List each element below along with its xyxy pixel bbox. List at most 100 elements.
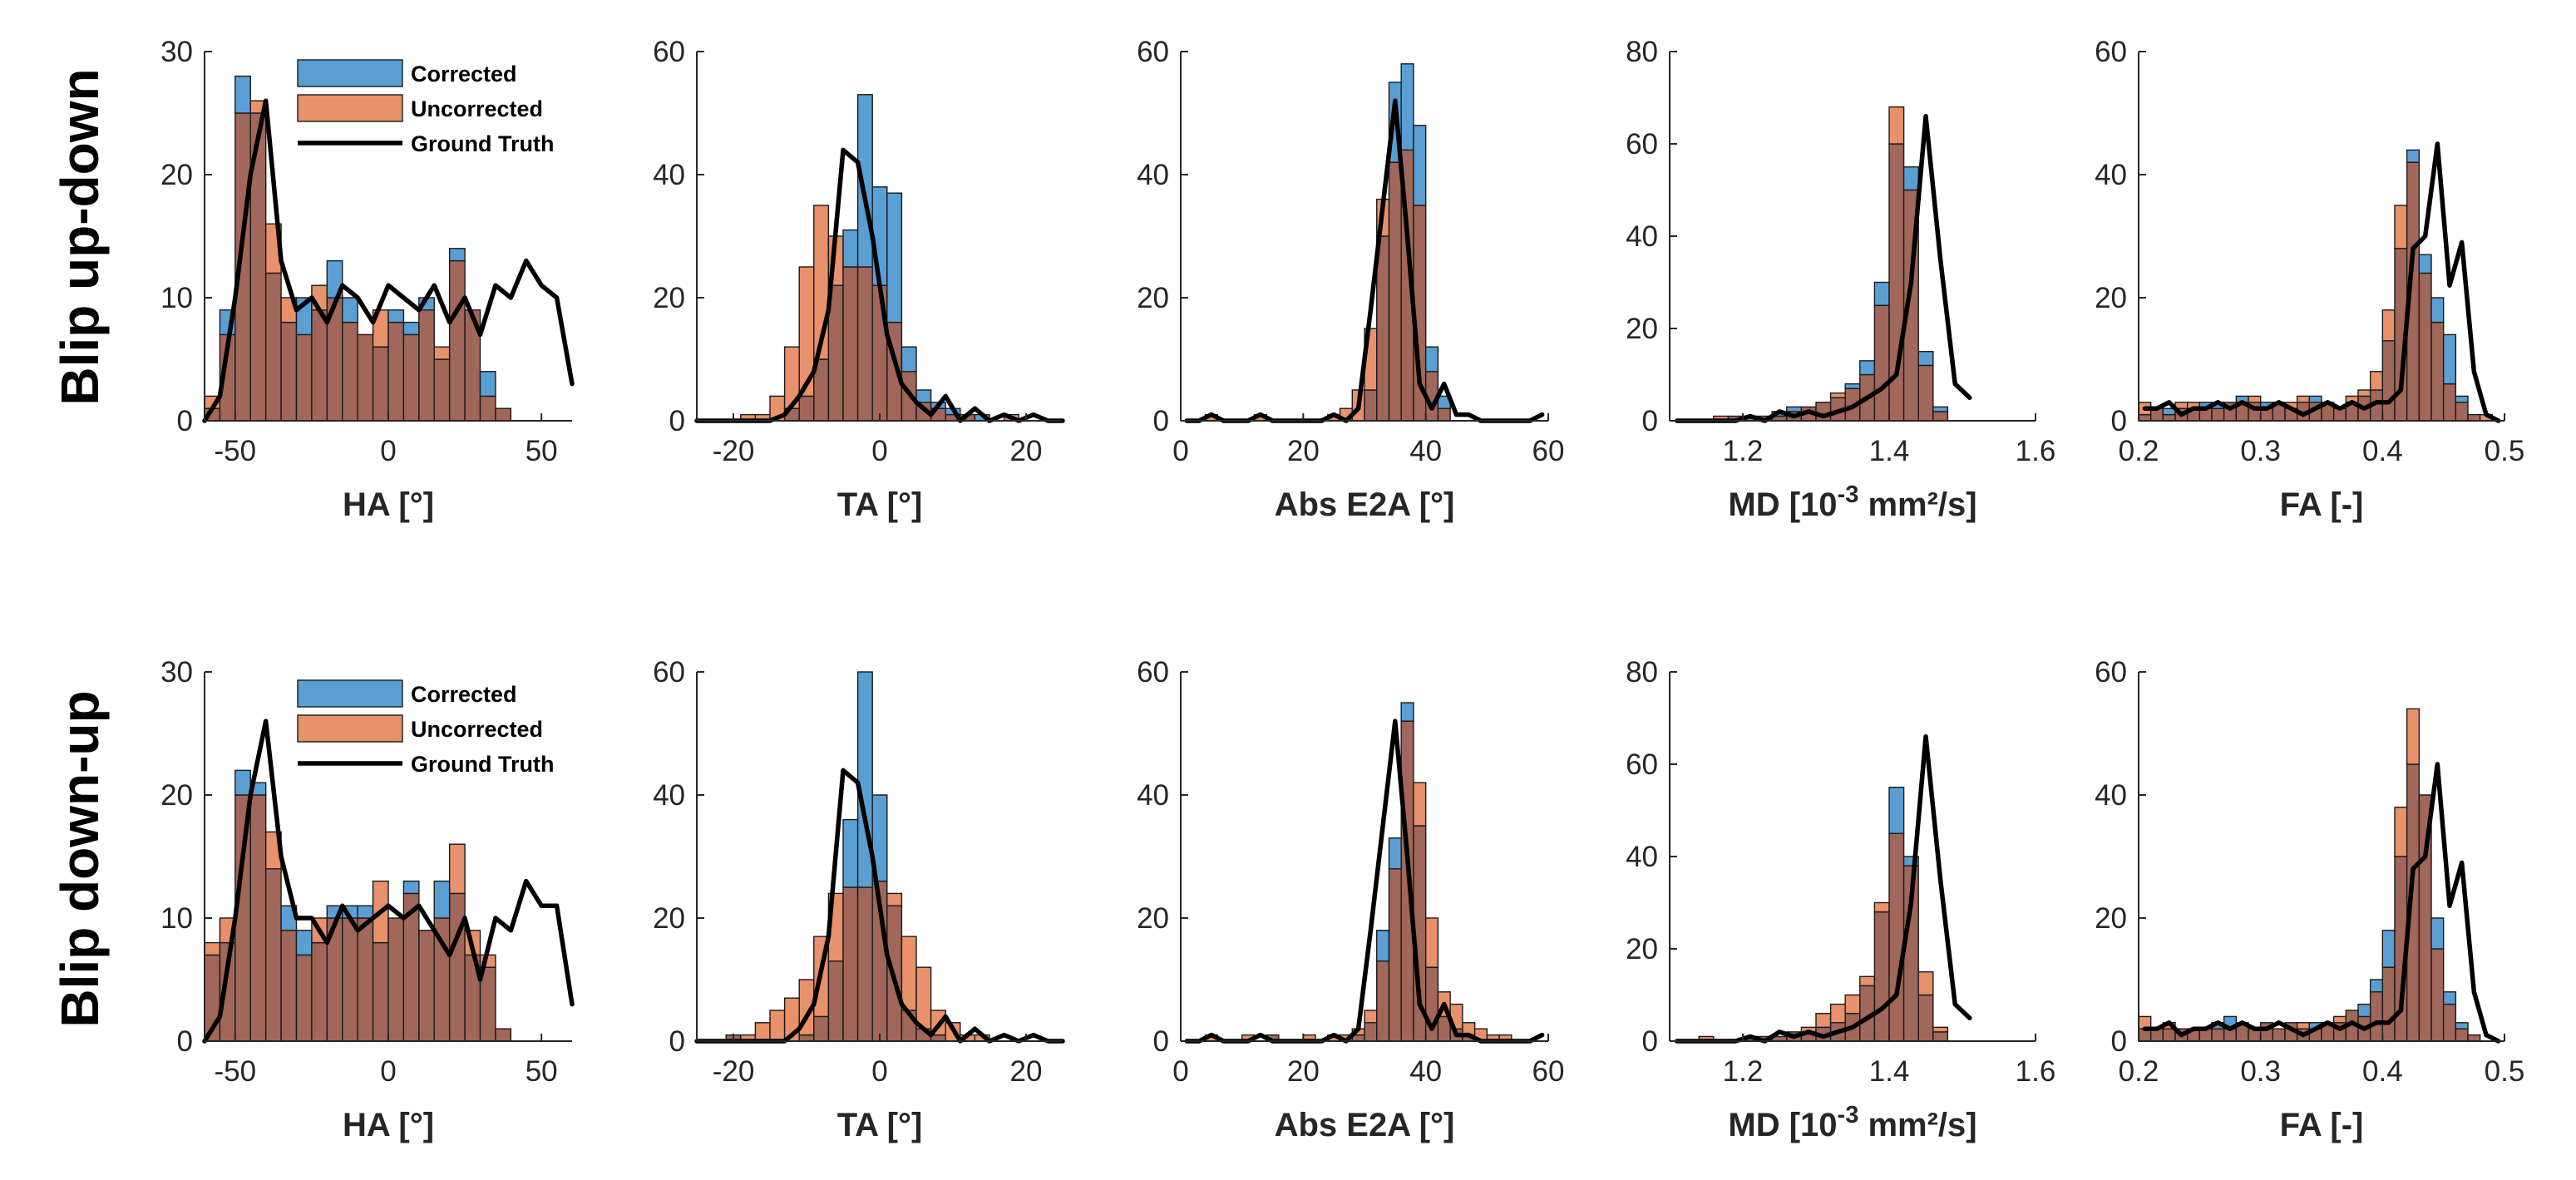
bar-overlap xyxy=(1932,411,1949,422)
y-tick-label: 60 xyxy=(1626,748,1658,781)
panel-fa-bottom: 0 20 40 60 0.2 0.3 0.4 0.5 FA [-] xyxy=(2095,656,2524,1143)
panel-md-bottom: 0 20 40 60 80 1.2 1.4 1.6 MD [10-3 mm²/s] xyxy=(1626,656,2055,1143)
bar-corrected xyxy=(871,794,888,882)
bar-uncorrected xyxy=(1844,994,1861,1015)
bar-overlap xyxy=(2162,413,2176,422)
bar-overlap xyxy=(495,1028,512,1042)
bar-uncorrected xyxy=(1829,393,1846,398)
bar-overlap xyxy=(1873,911,1890,1042)
bar-corrected xyxy=(2430,917,2445,950)
bar-corrected xyxy=(886,192,903,323)
bar-corrected xyxy=(2418,254,2432,274)
bar-overlap xyxy=(856,886,873,1042)
bar-corrected xyxy=(1376,930,1390,962)
bar-overlap xyxy=(2211,407,2225,422)
panel-e2a-top: 0 20 40 60 0 20 40 60 Abs E2A [°] xyxy=(1137,36,1564,523)
y-tick-label: 20 xyxy=(1137,282,1169,314)
bar-uncorrected xyxy=(2394,205,2408,249)
legend-label: Corrected xyxy=(411,62,517,86)
x-tick-label: 0.2 xyxy=(2119,435,2159,467)
bar-uncorrected xyxy=(2394,807,2408,857)
bar-overlap xyxy=(1364,389,1378,422)
bar-corrected xyxy=(1388,837,1402,870)
y-tick-label: 0 xyxy=(669,1025,685,1058)
bar-corrected xyxy=(1859,360,1876,376)
bar-corrected xyxy=(479,371,496,397)
y-tick-label: 60 xyxy=(653,656,685,689)
bar-overlap xyxy=(2430,948,2445,1042)
bar-overlap xyxy=(1388,161,1402,422)
bar-corrected xyxy=(342,297,358,323)
bar-corrected xyxy=(234,75,251,114)
x-tick-label: 20 xyxy=(1287,1055,1320,1088)
bar-overlap xyxy=(1364,1022,1378,1042)
bar-overlap xyxy=(1917,994,1934,1042)
bar-overlap xyxy=(433,358,451,422)
legend-label: Uncorrected xyxy=(411,96,543,121)
x-tick-label: 1.2 xyxy=(1723,435,1764,467)
bar-overlap xyxy=(2381,966,2396,1042)
bar-corrected xyxy=(1917,351,1934,367)
bar-corrected xyxy=(2455,395,2469,403)
bar-uncorrected xyxy=(754,1022,771,1042)
bar-corrected xyxy=(357,905,374,919)
bar-corrected xyxy=(1888,787,1905,834)
bar-corrected xyxy=(387,309,405,323)
x-tick-label: -20 xyxy=(713,1055,755,1088)
bar-corrected xyxy=(448,248,466,262)
panel-ta-bottom: 0 20 40 60 -20 0 20 TA [°] xyxy=(653,656,1065,1143)
legend-label: Ground Truth xyxy=(411,131,554,156)
bar-corrected xyxy=(1786,406,1803,412)
row-title-top: Blip up-down xyxy=(50,68,110,405)
bar-overlap xyxy=(2369,991,2384,1042)
bar-overlap xyxy=(2442,1003,2457,1042)
bar-corrected xyxy=(1902,166,1919,191)
bar-overlap xyxy=(2138,413,2152,422)
bar-overlap xyxy=(418,309,435,422)
legend-label: Corrected xyxy=(411,682,517,707)
x-tick-label: 60 xyxy=(1532,1055,1565,1088)
bar-uncorrected xyxy=(886,892,903,906)
bar-uncorrected xyxy=(433,346,451,360)
bar-uncorrected xyxy=(1829,1003,1846,1024)
bar-overlap xyxy=(842,266,859,422)
bar-overlap xyxy=(448,259,466,422)
x-tick-label: 0 xyxy=(1172,435,1188,467)
y-tick-label: 0 xyxy=(177,405,193,437)
bar-corrected xyxy=(295,930,313,956)
bar-corrected xyxy=(433,880,451,919)
y-tick-label: 40 xyxy=(1626,220,1658,253)
bar-corrected xyxy=(2442,333,2457,385)
y-tick-label: 30 xyxy=(160,36,193,68)
bar-overlap xyxy=(1932,1031,1949,1042)
bar-uncorrected xyxy=(2369,371,2384,391)
x-tick-label: 60 xyxy=(1532,435,1565,467)
ground-truth-line xyxy=(1184,718,1545,1044)
bar-overlap xyxy=(387,917,405,1042)
bar-corrected xyxy=(1932,406,1949,412)
bar-overlap xyxy=(387,321,405,422)
x-axis-label: TA [°] xyxy=(837,486,923,523)
x-tick-label: 0.3 xyxy=(2240,435,2281,467)
x-axis-label: MD [10-3 mm²/s] xyxy=(1728,481,1976,523)
bar-uncorrected xyxy=(1364,1010,1378,1024)
panel-ha-bottom: 0 10 20 30 -50 0 50 HA [°] Corrected Uncorrected G… xyxy=(160,656,575,1143)
x-tick-label: 0.5 xyxy=(2485,435,2525,467)
bar-overlap xyxy=(418,930,435,1042)
y-tick-label: 10 xyxy=(160,902,193,935)
bar-overlap xyxy=(856,266,873,422)
y-tick-label: 20 xyxy=(1626,313,1658,345)
row-title-bottom: Blip down-up xyxy=(50,690,110,1027)
bar-overlap xyxy=(827,960,844,1042)
y-tick-label: 80 xyxy=(1626,36,1658,68)
x-tick-label: 0 xyxy=(380,435,396,467)
bar-overlap xyxy=(1376,960,1390,1042)
x-axis-label: FA [-] xyxy=(2280,486,2364,523)
bar-corrected xyxy=(1400,702,1414,722)
y-tick-label: 20 xyxy=(160,779,193,812)
x-tick-label: 20 xyxy=(1010,1055,1043,1088)
bar-overlap xyxy=(1376,235,1390,422)
bar-uncorrected xyxy=(901,936,917,1011)
bar-overlap xyxy=(2442,383,2457,422)
bar-uncorrected xyxy=(1917,971,1934,996)
